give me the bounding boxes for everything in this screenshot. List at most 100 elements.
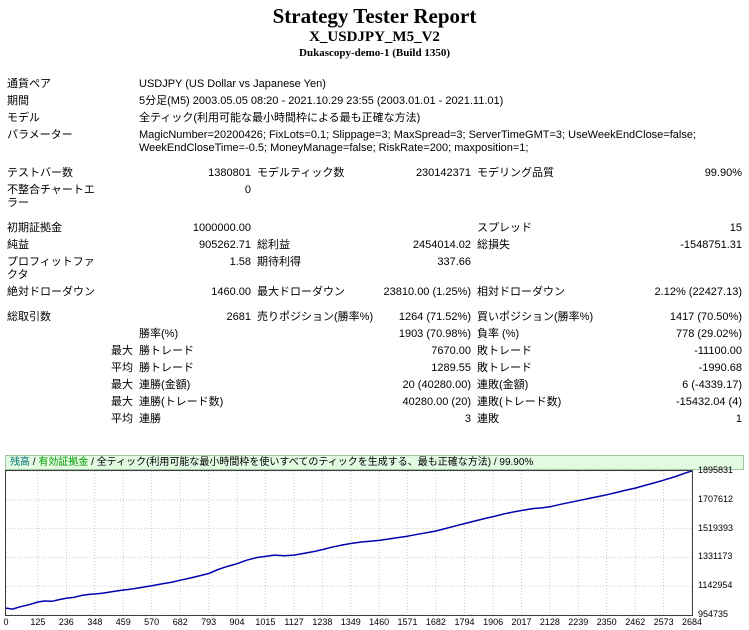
report-cell — [594, 254, 745, 284]
report-cell: 2.12% (22427.13) — [654, 286, 742, 298]
report-cell: MagicNumber=20200426; FixLots=0.1; Slipp… — [139, 129, 697, 154]
report-cell — [474, 254, 594, 284]
report-cell: 連勝 — [139, 413, 161, 425]
report-cell: 勝率(%) — [139, 328, 179, 340]
report-cell: 0 — [244, 184, 251, 196]
y-axis-label: 954735 — [698, 609, 729, 619]
y-axis-label: 1142954 — [698, 580, 733, 591]
legend-model-label: 全ティック(利用可能な最小時間枠を使いすべてのティックを生成する、最も正確な方法… — [96, 457, 492, 468]
report-cell: -1548751.31 — [680, 239, 742, 251]
x-axis: 0 125 236 348 459 570 682 793 904 1015 1127 1238 134… — [3, 616, 744, 629]
y-axis-label: 1331173 — [698, 551, 733, 562]
report-cell: モデリング品質 — [477, 167, 554, 179]
report-cell: 1264 (71.52%) — [398, 311, 471, 323]
report-cell: 勝トレード — [139, 345, 194, 357]
x-axis-label: 2128 — [539, 617, 560, 627]
report-cell — [254, 182, 745, 212]
report-cell: 総損失 — [477, 239, 510, 251]
x-axis-label: 1682 — [425, 617, 446, 627]
y-axis: 1895831 1707612 1519393 1331173 1142954 95473… — [696, 466, 744, 619]
report-cell: 337.66 — [437, 256, 471, 268]
x-axis-label: 1127 — [284, 617, 304, 627]
y-axis-label: 1895831 — [698, 465, 734, 475]
legend-equity-label: 有効証拠金 — [38, 457, 89, 468]
report-cell: パラメーター — [7, 129, 73, 141]
report-cell — [4, 326, 136, 343]
spacer-row — [4, 301, 745, 309]
report-cell: 20 (40280.00) — [402, 379, 472, 391]
x-axis-label: 2017 — [511, 617, 532, 627]
report-cell: 負率 (%) — [477, 328, 520, 340]
x-axis-label: 2462 — [625, 617, 646, 627]
report-cell: 最大 — [111, 396, 133, 408]
report-cell: 905262.71 — [199, 239, 251, 251]
x-axis-label: 1349 — [340, 617, 361, 627]
report-cell: 絶対ドローダウン — [7, 286, 95, 298]
report-cell — [254, 220, 369, 237]
report-cell: 1417 (70.50%) — [669, 311, 742, 323]
report-cell: 最大 — [111, 345, 133, 357]
report-cell: 敗トレード — [477, 362, 532, 374]
y-axis-label: 1707612 — [698, 493, 734, 504]
report-cell: 期待利得 — [257, 256, 301, 268]
spacer-row — [4, 212, 745, 220]
x-axis-label: 1015 — [255, 617, 276, 627]
report-cell: 40280.00 (20) — [402, 396, 472, 408]
report-cell: 7670.00 — [431, 345, 471, 357]
report-cell: 778 (29.02%) — [675, 328, 742, 340]
summary-table: 通貨ペア USDJPY (US Dollar vs Japanese Yen) 期間… — [4, 76, 745, 428]
report-cell: プロフィットファクタ — [7, 256, 95, 281]
report-cell: 平均 — [111, 413, 133, 425]
x-axis-label: 1238 — [312, 617, 333, 627]
symbol-title: X_USDJPY_M5_V2 — [309, 29, 440, 45]
report-cell: 1903 (70.98%) — [398, 328, 471, 340]
report-cell: 勝トレード — [139, 362, 194, 374]
x-axis-label: 2573 — [653, 617, 674, 627]
x-axis-label: 1906 — [483, 617, 504, 627]
report-cell: 6 (-4339.17) — [682, 379, 742, 391]
report-cell: 総取引数 — [7, 311, 51, 323]
report-cell: 99.90% — [704, 167, 742, 179]
x-axis-label: 459 — [115, 617, 131, 627]
x-axis-label: 2350 — [596, 617, 617, 627]
report-cell: -11100.00 — [694, 345, 742, 357]
x-axis-label: 2239 — [568, 617, 589, 627]
report-cell: 期間 — [7, 95, 29, 107]
legend-separator: / — [491, 457, 500, 468]
report-cell: USDJPY (US Dollar vs Japanese Yen) — [139, 78, 326, 90]
report-cell: -1990.68 — [698, 362, 742, 374]
spacer-row — [4, 157, 745, 165]
report-cell — [369, 220, 474, 237]
report-cell: 初期証拠金 — [7, 222, 62, 234]
report-cell: スプレッド — [477, 222, 532, 234]
report-cell: 最大ドローダウン — [257, 286, 345, 298]
report-cell: 純益 — [7, 239, 29, 251]
report-cell: 5分足(M5) 2003.05.05 08:20 - 2021.10.29 23… — [139, 95, 504, 107]
legend-balance-label: 残高 — [10, 457, 30, 468]
report-cell: 買いポジション(勝率%) — [477, 311, 594, 323]
x-axis-label: 793 — [201, 617, 217, 627]
report-cell: モデルティック数 — [257, 167, 345, 179]
report-cell: 不整合チャートエラー — [7, 184, 95, 209]
report-header: Strategy Tester Report X_USDJPY_M5_V2 Du… — [0, 0, 749, 60]
report-cell: 3 — [464, 413, 471, 425]
legend-separator: / — [30, 457, 39, 468]
legend-quality-value: 99.90% — [499, 457, 534, 468]
x-axis-label: 2684 — [681, 617, 703, 627]
report-cell: 2681 — [226, 311, 251, 323]
summary-table-body: 通貨ペア USDJPY (US Dollar vs Japanese Yen) 期間… — [4, 76, 745, 428]
report-cell: モデル — [7, 112, 40, 124]
legend-separator: / — [88, 457, 97, 468]
balance-plot-area — [5, 470, 693, 616]
report-cell: テストバー数 — [7, 167, 73, 179]
balance-curve — [6, 471, 692, 615]
report-cell: 23810.00 (1.25%) — [383, 286, 471, 298]
report-cell: 最大 — [111, 379, 133, 391]
x-axis-label: 1460 — [369, 617, 390, 627]
report-cell: 1000000.00 — [192, 222, 251, 234]
report-cell: 2454014.02 — [412, 239, 471, 251]
report-cell: 連敗(トレード数) — [477, 396, 562, 408]
x-axis-label: 125 — [30, 617, 46, 627]
x-axis-label: 904 — [229, 617, 245, 627]
x-axis-label: 348 — [87, 617, 103, 627]
